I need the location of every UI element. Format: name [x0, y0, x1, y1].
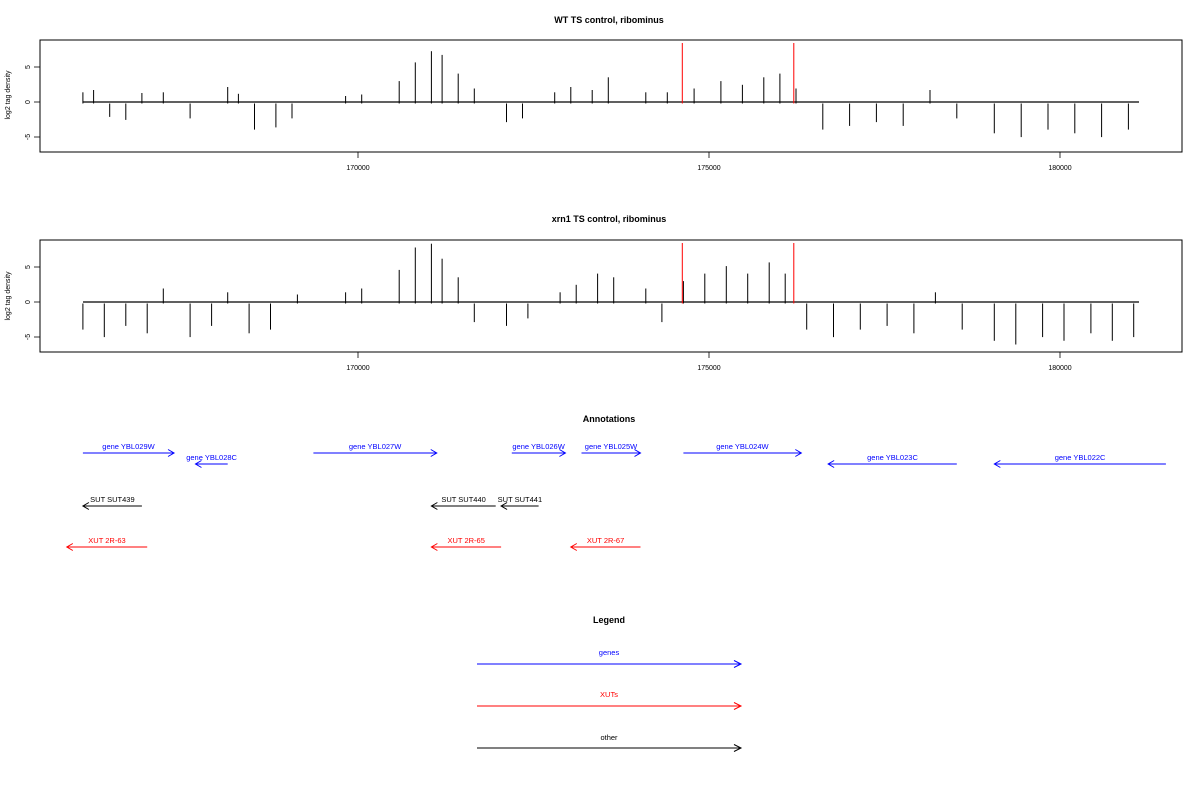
feature-arrowhead [827, 460, 835, 468]
legend-arrowhead-genes [733, 660, 743, 668]
feature-gene-ybl024w: gene YBL024W [683, 442, 803, 457]
feature-label: gene YBL022C [1055, 453, 1106, 462]
feature-gene-ybl026w: gene YBL026W [511, 442, 567, 457]
y-tick-label-neg5-xrn1: -5 [25, 334, 32, 340]
chart-title-xrn1: xrn1 TS control, ribominus [552, 214, 667, 224]
y-axis-label-xrn1: log2 tag density [5, 271, 12, 321]
feature-gene-ybl025w: gene YBL025W [581, 442, 642, 457]
feature-label: XUT 2R-63 [88, 536, 125, 545]
panel-xrn1-tag-density: xrn1 TS control, ribominus log2 tag dens… [5, 214, 1183, 372]
feature-label: gene YBL029W [102, 442, 155, 451]
feature-arrowhead [795, 449, 803, 457]
feature-xut-2r-67: XUT 2R-67 [569, 536, 641, 551]
x-tick-label-175000-wt: 175000 [697, 165, 720, 172]
x-tick-label-170000-wt: 170000 [346, 165, 369, 172]
legend-arrowhead-xuts [733, 702, 743, 710]
feature-label: XUT 2R-65 [448, 536, 485, 545]
highlight-lines-wt [681, 43, 795, 104]
feature-arrowhead [559, 449, 567, 457]
plot-frame-wt [39, 39, 1183, 153]
feature-arrowhead [167, 449, 176, 457]
y-ticks-wt: 5 0 -5 [25, 65, 40, 140]
legend-arrowhead-other [733, 744, 743, 752]
legend-label-other: other [600, 733, 618, 742]
y-tick-label-5-xrn1: 5 [25, 265, 32, 269]
legend-item-genes: genes [477, 648, 743, 668]
feature-arrowhead [194, 460, 202, 468]
feature-arrowhead [634, 449, 642, 457]
feature-label: SUT SUT441 [498, 495, 542, 504]
feature-sut-sut441: SUT SUT441 [498, 495, 542, 510]
feature-gene-ybl028c: gene YBL028C [186, 453, 238, 468]
legend-label-genes: genes [599, 648, 620, 657]
feature-gene-ybl022c: gene YBL022C [993, 453, 1166, 468]
feature-gene-ybl023c: gene YBL023C [827, 453, 957, 468]
feature-label: SUT SUT440 [441, 495, 485, 504]
feature-sut-sut440: SUT SUT440 [430, 495, 496, 510]
x-ticks-wt: 170000 175000 180000 [346, 152, 1072, 172]
panel-wt-tag-density: WT TS control, ribominus log2 tag densit… [5, 15, 1183, 172]
feature-xut-2r-65: XUT 2R-65 [430, 536, 502, 551]
legend-title: Legend [593, 615, 625, 625]
feature-arrowhead [65, 543, 74, 551]
feature-arrowhead [430, 449, 438, 457]
annotations-title: Annotations [583, 414, 636, 424]
feature-arrows: gene YBL029W gene YBL028C gene YBL027W gene… [65, 442, 1166, 551]
y-tick-label-0-wt: 0 [25, 100, 32, 104]
feature-label: gene YBL024W [716, 442, 769, 451]
y-ticks-xrn1: 5 0 -5 [25, 265, 40, 340]
bars-xrn1 [82, 243, 1135, 345]
feature-arrowhead [430, 502, 438, 510]
feature-arrowhead [569, 543, 578, 551]
feature-arrowhead [430, 543, 438, 551]
feature-xut-2r-63: XUT 2R-63 [65, 536, 148, 551]
feature-label: gene YBL027W [349, 442, 402, 451]
legend-item-xuts: XUTs [477, 690, 743, 710]
feature-gene-ybl027w: gene YBL027W [313, 442, 438, 457]
y-axis-label-wt: log2 tag density [5, 70, 12, 120]
x-tick-label-180000-xrn1: 180000 [1048, 365, 1071, 372]
feature-gene-ybl029w: gene YBL029W [82, 442, 176, 457]
x-tick-label-180000-wt: 180000 [1048, 165, 1071, 172]
y-tick-label-0-xrn1: 0 [25, 300, 32, 304]
feature-arrowhead [500, 502, 508, 510]
y-tick-label-5-wt: 5 [25, 65, 32, 69]
x-tick-label-170000-xrn1: 170000 [346, 365, 369, 372]
bars-wt [82, 51, 1129, 138]
feature-label: XUT 2R-67 [587, 536, 624, 545]
chart-title-wt: WT TS control, ribominus [554, 15, 664, 25]
plot-frame-xrn1 [39, 239, 1183, 353]
legend-item-other: other [477, 733, 743, 752]
feature-label: gene YBL023C [867, 453, 918, 462]
y-tick-label-neg5-wt: -5 [25, 134, 32, 140]
feature-label: gene YBL028C [186, 453, 237, 462]
feature-arrowhead [993, 460, 1001, 468]
x-tick-label-175000-xrn1: 175000 [697, 365, 720, 372]
feature-label: gene YBL025W [585, 442, 638, 451]
feature-label: SUT SUT439 [90, 495, 134, 504]
feature-sut-sut439: SUT SUT439 [81, 495, 142, 510]
legend: Legend genes XUTs other [477, 615, 743, 752]
x-ticks-xrn1: 170000 175000 180000 [346, 352, 1072, 372]
legend-label-xuts: XUTs [600, 690, 618, 699]
highlight-lines-xrn1 [681, 243, 795, 304]
feature-arrowhead [81, 502, 90, 510]
feature-label: gene YBL026W [512, 442, 565, 451]
